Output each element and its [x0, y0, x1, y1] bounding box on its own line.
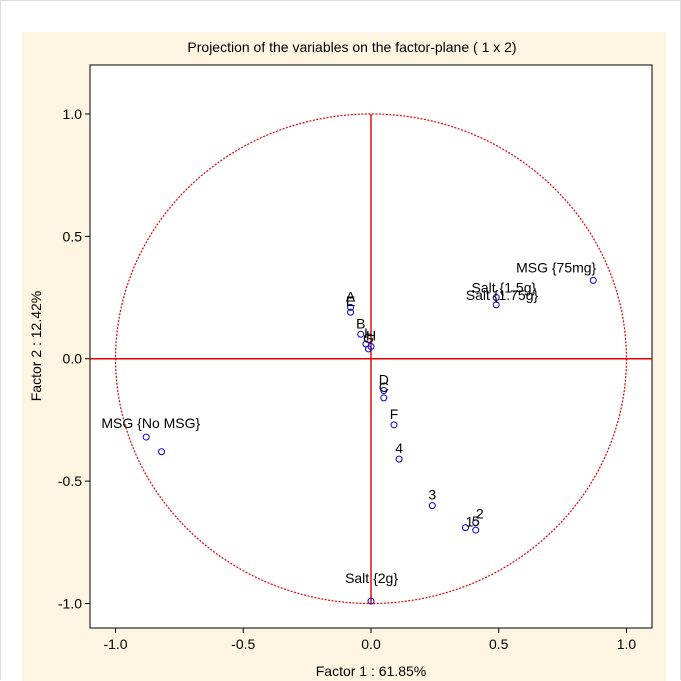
data-point	[395, 455, 403, 463]
point-label: MSG {75mg}	[516, 259, 596, 275]
point-label: 2	[476, 506, 484, 522]
point-label: D	[379, 372, 389, 388]
axis-ticks: -1.0 -0.5 0.0 0.5 1.0 -1.0 -0.5 0.0 0.5 1.0	[58, 106, 637, 652]
point-label: E	[346, 293, 355, 309]
y-tick-label: -0.5	[58, 473, 82, 489]
data-point	[367, 343, 375, 350]
point-label: Salt {1.5g}	[472, 280, 537, 296]
data-point	[428, 502, 436, 510]
point-label: C	[379, 379, 389, 395]
data-point	[347, 303, 355, 311]
data-point	[492, 294, 500, 302]
data-point	[462, 524, 470, 532]
x-tick-label: 0.0	[361, 636, 381, 652]
y-tick-label: 1.0	[63, 106, 83, 122]
data-point	[390, 421, 398, 429]
point-label: F	[390, 406, 399, 422]
data-points: MSG {75mg} Salt {1.5g}Salt {1.75g} MSG {No…	[101, 259, 597, 605]
data-point	[367, 597, 375, 605]
point-label: Salt {2g}	[345, 570, 398, 586]
data-point	[589, 276, 597, 284]
chart-title: Projection of the variables on the facto…	[187, 39, 516, 55]
data-point	[142, 433, 150, 441]
x-tick-label: -1.0	[103, 636, 127, 652]
data-point	[472, 519, 480, 527]
x-tick-label: -0.5	[231, 636, 255, 652]
data-point	[380, 387, 388, 395]
point-label: 4	[395, 440, 403, 456]
circle-and-crosshairs	[90, 113, 652, 605]
point-label: Salt {1.75g}	[466, 287, 539, 303]
x-tick-label: 0.5	[489, 636, 509, 652]
data-point	[492, 301, 500, 309]
point-label: 1	[466, 514, 474, 530]
point-label: I	[364, 325, 368, 341]
y-axis-label: Factor 2 : 12.42%	[28, 291, 44, 402]
x-tick-label: 1.0	[617, 636, 637, 652]
point-label: 5	[472, 513, 480, 529]
point-label: B	[356, 315, 365, 331]
data-point	[380, 394, 388, 402]
point-label: H	[366, 328, 376, 344]
point-label: MSG {No MSG}	[101, 415, 200, 431]
data-point	[347, 308, 355, 316]
point-label: G	[363, 330, 374, 346]
y-tick-label: 0.0	[63, 351, 83, 367]
data-point	[357, 330, 365, 338]
data-point	[158, 448, 166, 456]
y-tick-label: -1.0	[58, 596, 82, 612]
y-tick-label: 0.5	[63, 228, 83, 244]
point-label: 3	[428, 487, 436, 503]
x-axis-label: Factor 1 : 61.85%	[316, 663, 427, 679]
point-label: A	[346, 288, 356, 304]
data-point	[472, 526, 480, 534]
